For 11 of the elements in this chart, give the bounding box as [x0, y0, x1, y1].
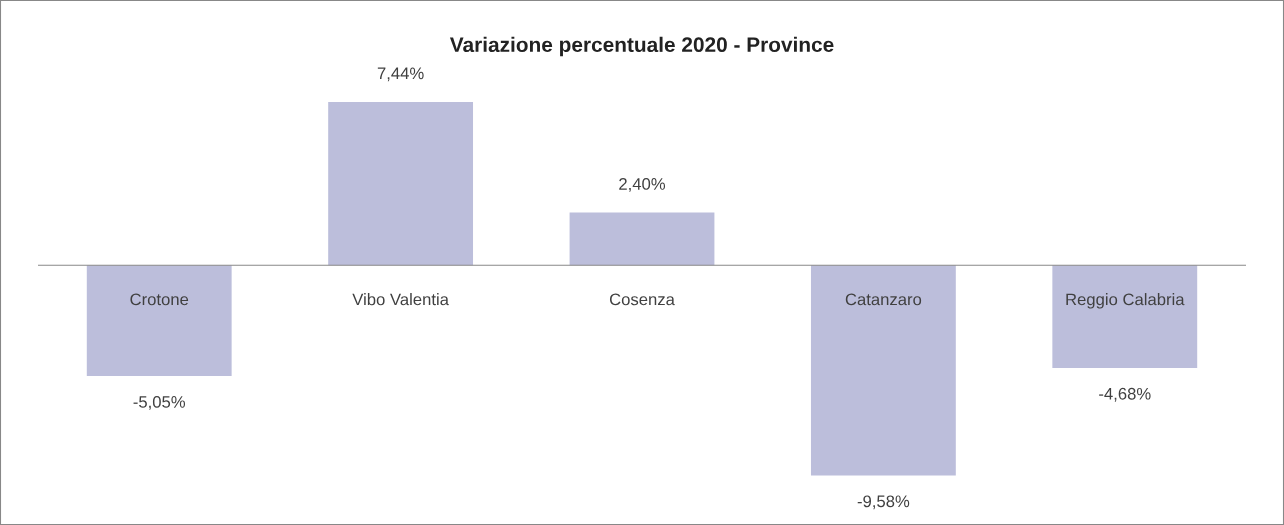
x-tick-label: Reggio Calabria — [1066, 293, 1185, 309]
data-label: -9,58% — [857, 495, 910, 510]
data-label: -4,68% — [1099, 387, 1151, 402]
data-label: -5,05% — [133, 395, 186, 410]
chart-title: Variazione percentuale 2020 - Province — [449, 36, 834, 57]
data-label: 2,40% — [619, 178, 666, 192]
x-tick-label: Vibo Valentia — [352, 293, 449, 306]
data-label: 7,44% — [377, 67, 424, 82]
x-tick-label: Catanzaro — [845, 293, 922, 306]
x-tick-label: Crotone — [130, 293, 189, 306]
x-tick-label: Cosenza — [609, 293, 675, 306]
